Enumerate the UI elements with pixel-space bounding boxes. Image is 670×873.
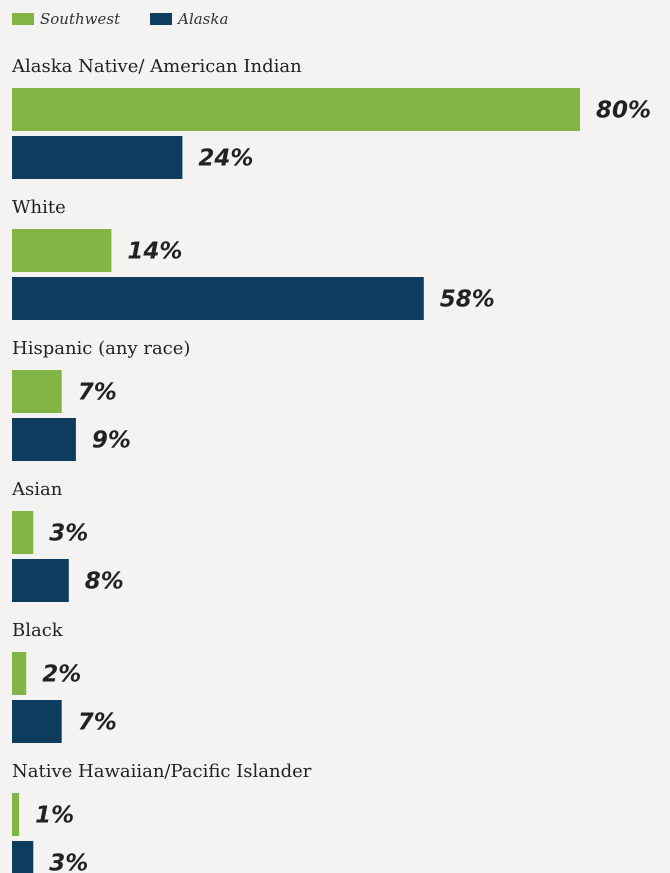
category-label-hispanic-any-race: Hispanic (any race) [12, 338, 190, 359]
bar-southwest-white [12, 229, 112, 272]
legend-label-alaska: Alaska [178, 10, 229, 28]
value-label-southwest-white: 14% [127, 239, 182, 265]
legend-swatch-southwest [12, 13, 34, 25]
value-label-alaska-alaska-native-american-indian: 24% [198, 146, 253, 172]
value-label-southwest-black: 2% [42, 662, 81, 688]
bar-alaska-alaska-native-american-indian [12, 136, 183, 179]
legend-item-alaska: Alaska [150, 10, 228, 28]
legend-swatch-alaska [150, 13, 173, 25]
value-label-alaska-asian: 8% [85, 569, 124, 595]
legend-item-southwest: Southwest [12, 10, 120, 28]
value-label-southwest-native-hawaiian-pacific-islander: 1% [35, 803, 74, 829]
category-label-asian: Asian [11, 479, 63, 500]
value-label-southwest-alaska-native-american-indian: 80% [596, 98, 651, 124]
bar-alaska-native-hawaiian-pacific-islander [12, 841, 34, 873]
bar-southwest-hispanic-any-race [12, 370, 62, 413]
value-label-alaska-white: 58% [440, 287, 495, 313]
legend: Southwest Alaska [12, 8, 258, 30]
category-label-white: White [12, 197, 66, 218]
value-label-alaska-hispanic-any-race: 9% [92, 428, 131, 454]
bar-southwest-black [12, 652, 27, 695]
bar-southwest-native-hawaiian-pacific-islander [12, 793, 20, 836]
bar-alaska-black [12, 700, 62, 743]
bar-alaska-asian [12, 559, 69, 602]
value-label-southwest-asian: 3% [49, 521, 88, 547]
category-label-alaska-native-american-indian: Alaska Native/ American Indian [11, 56, 302, 77]
bar-southwest-alaska-native-american-indian [12, 88, 580, 131]
category-label-black: Black [12, 620, 64, 641]
legend-label-southwest: Southwest [40, 10, 121, 28]
bar-alaska-hispanic-any-race [12, 418, 76, 461]
value-label-alaska-black: 7% [78, 710, 117, 736]
bar-alaska-white [12, 277, 424, 320]
value-label-southwest-hispanic-any-race: 7% [78, 380, 117, 406]
bar-southwest-asian [12, 511, 34, 554]
value-label-alaska-native-hawaiian-pacific-islander: 3% [49, 851, 88, 873]
category-label-native-hawaiian-pacific-islander: Native Hawaiian/Pacific Islander [12, 761, 312, 782]
